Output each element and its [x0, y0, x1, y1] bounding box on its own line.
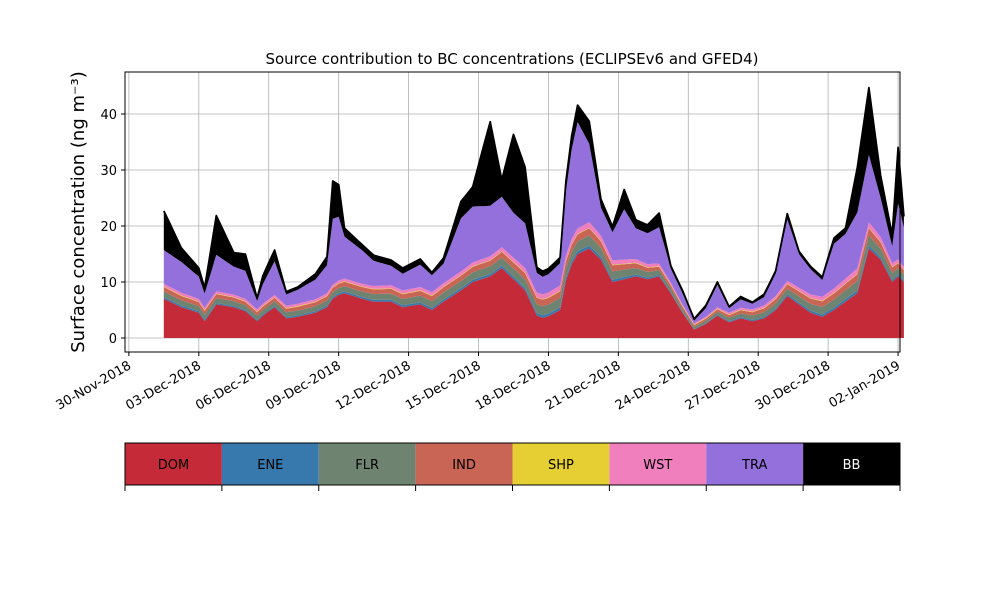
y-axis-label: Surface concentration (ng m⁻³) — [68, 71, 89, 353]
legend-label-bb: BB — [843, 458, 861, 473]
y-tick-label: 40 — [100, 108, 117, 123]
y-axis-ticks: 0 10 20 30 40 — [100, 108, 125, 347]
stacked-areas — [163, 87, 904, 338]
y-tick-label: 20 — [100, 220, 117, 235]
legend-swatch-shp — [512, 443, 610, 485]
legend-label-wst: WST — [643, 458, 672, 473]
total-line — [162, 86, 905, 320]
legend-swatch-ind — [415, 443, 513, 485]
axes-frame — [124, 71, 901, 353]
legend-label-dom: DOM — [158, 458, 189, 473]
legend-label-ind: IND — [452, 458, 476, 473]
legend-swatch-dom — [125, 443, 222, 485]
area-dom — [163, 248, 904, 338]
total-outline — [162, 86, 905, 320]
y-tick-label: 10 — [100, 276, 117, 291]
legend-label-shp: SHP — [548, 458, 574, 473]
legend-swatch-flr — [318, 443, 416, 485]
legend-swatch-wst — [609, 443, 707, 485]
chart-title: Source contribution to BC concentrations… — [265, 50, 758, 68]
legend: DOM ENE FLR IND SHP WST TRA BB — [124, 442, 901, 491]
legend-label-flr: FLR — [355, 458, 379, 473]
legend-swatch-bb — [803, 443, 900, 485]
legend-swatch-ene — [221, 443, 319, 485]
y-tick-label: 0 — [109, 332, 117, 347]
legend-swatch-tra — [706, 443, 804, 485]
y-tick-label: 30 — [100, 164, 117, 179]
area-tra — [163, 122, 904, 324]
legend-label-tra: TRA — [741, 458, 767, 473]
legend-label-ene: ENE — [257, 458, 283, 473]
